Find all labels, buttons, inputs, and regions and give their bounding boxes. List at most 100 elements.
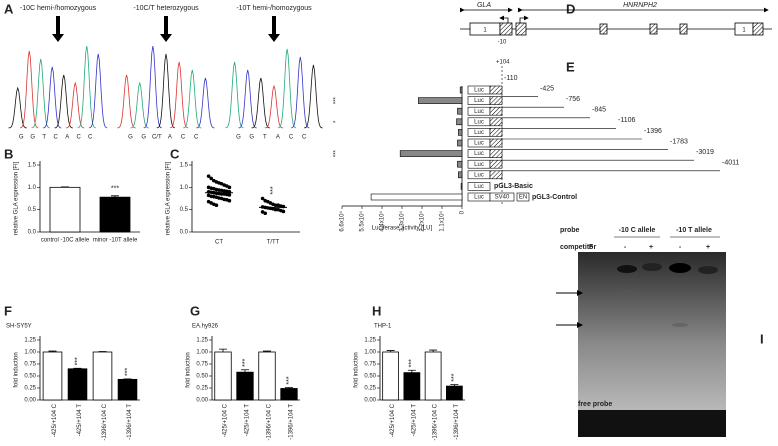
y-tick-label: 1.5 [28,163,37,169]
hatched-box [489,128,503,137]
x-tick-label: 4.4x10⁴ [379,211,386,232]
data-point [209,176,213,181]
x-tick-label: 0 [460,210,466,214]
y-tick-label: 0.75 [24,362,36,368]
gene-label: HNRNPH2 [623,2,657,9]
data-point [227,193,232,197]
base-call: G [141,135,146,141]
bar [457,107,463,115]
construct-label: -425 [540,85,554,92]
hatched-box [489,159,503,169]
data-point [227,198,232,203]
y-tick-label: 0.75 [196,362,208,368]
y-tick-label: 1.00 [196,350,208,356]
hatched-box [489,149,503,158]
significance: *** [242,358,249,366]
gene-label: GLA [477,2,491,9]
base-call: C [289,135,294,141]
y-tick-label: 1.5 [180,163,189,169]
data-point [227,185,232,190]
y-tick-label: 0.00 [364,398,376,404]
y-tick-label: 0.25 [364,386,376,392]
error-bar [450,384,459,387]
y-tick-label: 0.25 [24,386,36,392]
lane-label: - [624,244,627,251]
panel-letter: G [190,303,200,318]
x-tick-label: 2.2x10⁴ [419,211,426,232]
base-call: C [181,135,186,141]
bar [117,378,138,401]
x-tick-label: -1396/+104 T [289,404,295,440]
x-tick-label: 5.5x10⁴ [359,211,366,232]
construct-label: -3019 [696,149,714,156]
arrow [268,16,280,42]
trace-peak [182,69,202,129]
y-axis-label: fold induction [354,352,360,387]
allele-label: -10 T allele [676,227,712,234]
bar [458,129,463,136]
y-tick-label: 1.25 [24,338,36,344]
panel-letter: F [4,303,12,318]
bar [67,368,88,401]
base-call: T [42,135,46,141]
data-point [281,209,286,214]
en-box [516,192,530,202]
bar [418,97,463,104]
panel-letter: C [170,146,180,161]
allele-label: -10 C allele [619,227,656,234]
bar [382,351,399,401]
panel-letter: E [566,59,575,74]
x-tick-label: CT [215,240,223,246]
sv40-label: SV40 [495,195,510,201]
trace-peak [304,64,323,129]
y-tick-label: 0.0 [180,230,189,236]
x-axis-label: Luciferase activity [LU] [372,226,433,232]
trace-peak [251,77,270,129]
base-call: A [168,135,172,141]
error-bar [241,369,249,373]
trace-peak [156,53,176,129]
trace-peak [130,81,149,129]
trace-peak [143,45,162,129]
lane-label: + [649,244,653,251]
base-call: G [30,135,35,141]
significance: * [334,120,340,123]
construct-label: pGL3-Basic [494,183,533,190]
base-call: C [54,135,59,141]
trace-title: -10C hemi-/homozygous [20,5,97,12]
significance: *** [270,186,277,194]
x-tick-label: -1396/+104 C [433,403,439,440]
y-tick-label: 1.0 [28,185,37,191]
x-tick-label: -1396/+104 C [102,403,108,440]
hatched-box [489,96,503,105]
y-tick-label: 1.25 [364,338,376,344]
trace-title: -10T hemi-/homozygous [236,5,312,12]
trace-peak [169,61,189,129]
trace-peak [264,84,284,129]
bar [236,371,254,401]
bar [42,351,63,401]
luc-label: Luc [474,162,484,168]
exon-label: 1 [742,28,746,34]
y-tick-label: 1.0 [180,185,189,191]
gene-diagram [460,7,772,36]
lane-label: + [706,244,710,251]
bar [49,186,81,233]
bar [214,351,232,401]
base-call: G [236,135,241,141]
base-call: A [65,135,69,141]
bar [92,351,113,401]
luc-label: Luc [474,88,484,94]
luc-label: Luc [474,98,484,104]
base-call: C [302,135,307,141]
y-axis-label: fold induction [14,352,20,387]
bar [370,193,463,201]
trace-title: -10C/T heterozygous [133,5,199,12]
x-tick-label: -425/+104 C [52,403,58,437]
data-point [273,207,278,212]
x-tick-label: -1396/+104 T [127,404,133,440]
base-call: T [263,135,267,141]
construct-label: -845 [592,107,606,114]
data-point [263,211,268,216]
bar [424,351,442,401]
